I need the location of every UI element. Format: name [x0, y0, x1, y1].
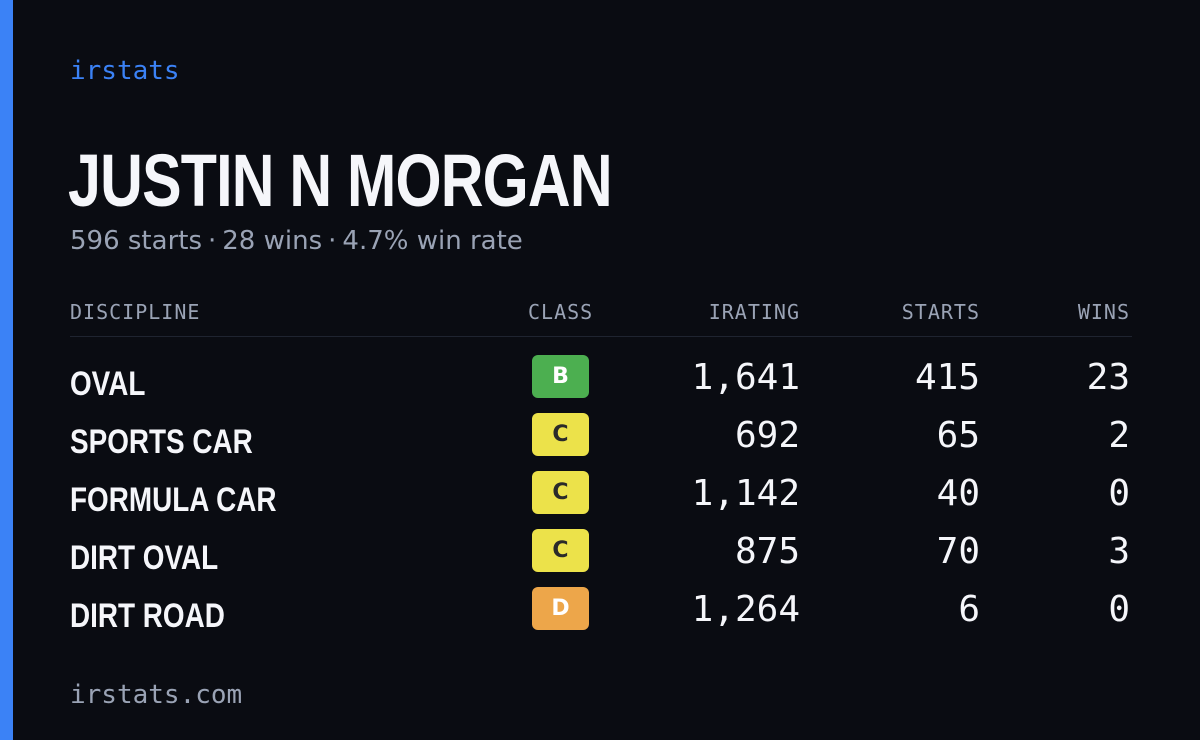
- table-body: OVAL B 1,641 415 23 SPORTS CAR C 692 65 …: [70, 355, 1132, 645]
- wins-cell: 3: [1108, 531, 1130, 572]
- header-discipline: DISCIPLINE: [70, 300, 201, 324]
- starts-cell: 65: [936, 415, 980, 456]
- win-rate-summary: 4.7% win rate: [342, 226, 523, 256]
- license-table: DISCIPLINE CLASS IRATING STARTS WINS OVA…: [70, 296, 1132, 635]
- discipline-cell: SPORTS CAR: [70, 423, 253, 461]
- discipline-cell: OVAL: [70, 365, 146, 403]
- irating-cell: 1,142: [691, 473, 800, 514]
- header-class: CLASS: [528, 300, 594, 324]
- table-row: DIRT OVAL C 875 70 3: [70, 529, 1132, 587]
- irating-cell: 1,641: [691, 357, 800, 398]
- wins-summary: 28 wins: [222, 226, 323, 256]
- header-wins: WINS: [1077, 300, 1130, 324]
- separator: ·: [328, 226, 337, 256]
- discipline-cell: DIRT ROAD: [70, 597, 225, 635]
- starts-cell: 6: [958, 589, 980, 630]
- irating-cell: 692: [734, 415, 800, 456]
- brand-logo: irstats: [70, 56, 180, 86]
- class-badge: D: [532, 587, 589, 630]
- separator: ·: [208, 226, 217, 256]
- discipline-cell: FORMULA CAR: [70, 481, 277, 519]
- header-starts: STARTS: [901, 300, 980, 324]
- table-header: DISCIPLINE CLASS IRATING STARTS WINS: [70, 296, 1132, 337]
- starts-summary: 596 starts: [70, 226, 202, 256]
- irating-cell: 1,264: [691, 589, 800, 630]
- header-irating: IRATING: [708, 300, 800, 324]
- wins-cell: 0: [1108, 589, 1130, 630]
- wins-cell: 23: [1086, 357, 1130, 398]
- wins-cell: 0: [1108, 473, 1130, 514]
- discipline-cell: DIRT OVAL: [70, 539, 219, 577]
- table-row: OVAL B 1,641 415 23: [70, 355, 1132, 413]
- class-badge: C: [532, 529, 589, 572]
- class-badge: C: [532, 413, 589, 456]
- accent-bar: [0, 0, 13, 740]
- driver-name: JUSTIN N MORGAN: [68, 139, 613, 222]
- starts-cell: 415: [914, 357, 980, 398]
- class-badge: C: [532, 471, 589, 514]
- wins-cell: 2: [1108, 415, 1130, 456]
- class-badge: B: [532, 355, 589, 398]
- table-row: SPORTS CAR C 692 65 2: [70, 413, 1132, 471]
- driver-summary: 596 starts · 28 wins · 4.7% win rate: [70, 226, 523, 256]
- irating-cell: 875: [734, 531, 800, 572]
- table-row: DIRT ROAD D 1,264 6 0: [70, 587, 1132, 645]
- table-row: FORMULA CAR C 1,142 40 0: [70, 471, 1132, 529]
- footer-url: irstats.com: [70, 680, 243, 710]
- starts-cell: 40: [936, 473, 980, 514]
- starts-cell: 70: [936, 531, 980, 572]
